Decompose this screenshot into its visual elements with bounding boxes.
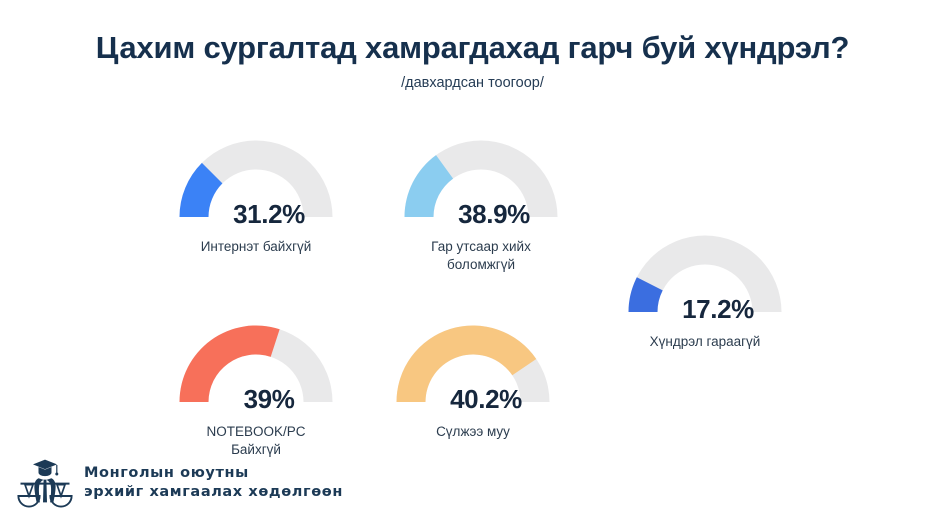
gauge-track: [179, 140, 333, 217]
gauge-track: [628, 235, 782, 312]
gauge-label: Хүндрэл гараагүй: [649, 334, 761, 349]
gauge-value: 39%: [243, 384, 295, 414]
gauge-dial: 40.2%: [396, 323, 550, 414]
gauge-label: NOTEBOOK/PC Байхгүй: [206, 424, 306, 457]
scales-of-justice-graduation-cap-icon: [14, 452, 76, 514]
gauge-fill: [396, 325, 537, 402]
gauge-hundrel-garaagui: 17.2% Хүндрэл гараагүй: [580, 233, 830, 351]
gauge-suljee-muu: 40.2% Сүлжээ муу: [348, 323, 598, 441]
gauge-label: Гар утсаар хийх боломжгүй: [431, 239, 531, 272]
gauge-internet-baihgui: 31.2% Интернэт байхгүй: [131, 138, 381, 256]
gauge-label: Интернэт байхгүй: [200, 239, 312, 254]
page-subtitle: /давхардсан тоогоор/: [401, 74, 544, 91]
gauge-value: 40.2%: [450, 384, 522, 414]
page-title: Цахим сургалтад хамрагдахад гарч буй хүн…: [95, 30, 850, 65]
gauge-fill: [628, 277, 663, 312]
chart-header: Цахим сургалтад хамрагдахад гарч буй хүн…: [0, 0, 945, 91]
gauge-track: [404, 140, 558, 217]
logo-text: Монголын оюутны эрхийг хамгаалах хөдөлгө…: [84, 465, 343, 500]
gauge-fill: [179, 162, 223, 217]
gauge-value: 17.2%: [682, 294, 754, 324]
organization-logo: Монголын оюутны эрхийг хамгаалах хөдөлгө…: [14, 452, 343, 514]
gauge-dial: 17.2%: [628, 233, 782, 324]
gauge-fill: [404, 155, 454, 217]
gauge-dial: 39%: [179, 323, 333, 414]
gauge-notebook-pc-baihgui: 39% NOTEBOOK/PC Байхгүй: [131, 323, 381, 459]
gauge-fill: [179, 325, 280, 402]
gauge-dial: 38.9%: [404, 138, 558, 229]
gauge-value: 38.9%: [458, 199, 530, 229]
gauge-value: 31.2%: [233, 199, 305, 229]
gauge-label: Сүлжээ муу: [436, 424, 510, 439]
gauge-gar-utsaar-hiih-bolomjgui: 38.9% Гар утсаар хийх боломжгүй: [356, 138, 606, 274]
gauge-dial: 31.2%: [179, 138, 333, 229]
